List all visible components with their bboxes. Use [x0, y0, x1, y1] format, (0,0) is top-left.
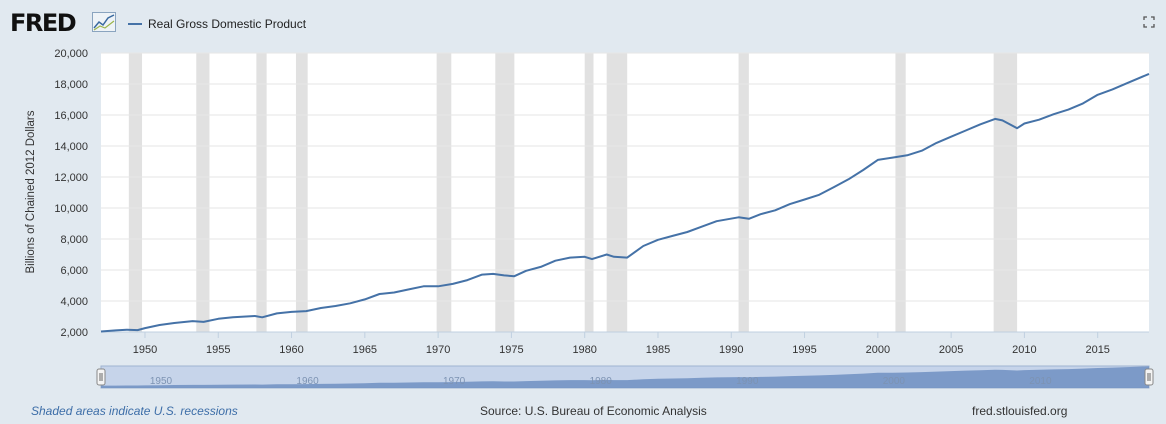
- navigator-label: 1970: [443, 376, 466, 387]
- y-tick-label: 12,000: [54, 172, 88, 184]
- y-tick-label: 14,000: [54, 141, 88, 153]
- y-tick-label: 2,000: [60, 327, 88, 339]
- recession-band: [895, 53, 906, 332]
- navigator-handle-left[interactable]: [96, 368, 106, 386]
- x-tick-label: 1980: [572, 344, 596, 356]
- x-tick-label: 1975: [499, 344, 523, 356]
- x-tick-label: 1990: [719, 344, 743, 356]
- y-tick-label: 10,000: [54, 203, 88, 215]
- legend-label: Real Gross Domestic Product: [148, 17, 307, 31]
- series-line: [100, 72, 1150, 333]
- fred-chart-logo-icon: [92, 12, 116, 32]
- recession-band: [606, 53, 628, 332]
- navigator-label: 1960: [296, 376, 319, 387]
- x-tick-label: 2000: [866, 344, 890, 356]
- y-tick-label: 4,000: [60, 296, 88, 308]
- x-tick-label: 2010: [1012, 344, 1036, 356]
- navigator-label: 1980: [590, 376, 613, 387]
- x-tick-label: 1970: [426, 344, 450, 356]
- site-link[interactable]: fred.stlouisfed.org: [972, 404, 1068, 418]
- x-tick-label: 1985: [646, 344, 670, 356]
- x-tick-label: 1960: [279, 344, 303, 356]
- recession-band: [436, 53, 452, 332]
- x-tick-label: 2005: [939, 344, 963, 356]
- x-tick-label: 1950: [133, 344, 157, 356]
- recession-band: [128, 53, 143, 332]
- y-tick-label: 16,000: [54, 110, 88, 122]
- x-tick-label: 1965: [353, 344, 377, 356]
- x-tick-label: 1955: [206, 344, 230, 356]
- navigator-series: [101, 366, 1149, 388]
- recession-band: [196, 53, 210, 332]
- y-tick-label: 18,000: [54, 79, 88, 91]
- navigator-label: 2010: [1029, 376, 1052, 387]
- recession-band: [256, 53, 267, 332]
- y-tick-label: 20,000: [54, 48, 88, 60]
- recession-band: [295, 53, 308, 332]
- y-tick-label: 8,000: [60, 234, 88, 246]
- x-tick-label: 1995: [792, 344, 816, 356]
- source-text: Source: U.S. Bureau of Economic Analysis: [480, 404, 707, 418]
- legend-swatch: [128, 23, 142, 25]
- x-tick-label: 2015: [1085, 344, 1109, 356]
- navigator-handle-right[interactable]: [1144, 368, 1154, 386]
- recession-note[interactable]: Shaded areas indicate U.S. recessions: [31, 404, 238, 418]
- recession-band: [738, 53, 749, 332]
- fullscreen-icon[interactable]: [1141, 14, 1157, 30]
- navigator-label: 1950: [150, 376, 173, 387]
- fred-logo[interactable]: FRED: [10, 9, 77, 37]
- recession-band: [495, 53, 515, 332]
- legend: Real Gross Domestic Product: [128, 16, 306, 32]
- recession-band: [584, 53, 594, 332]
- recession-band: [993, 53, 1018, 332]
- y-tick-label: 6,000: [60, 265, 88, 277]
- navigator-label: 2000: [883, 376, 906, 387]
- navigator-label: 1990: [736, 376, 759, 387]
